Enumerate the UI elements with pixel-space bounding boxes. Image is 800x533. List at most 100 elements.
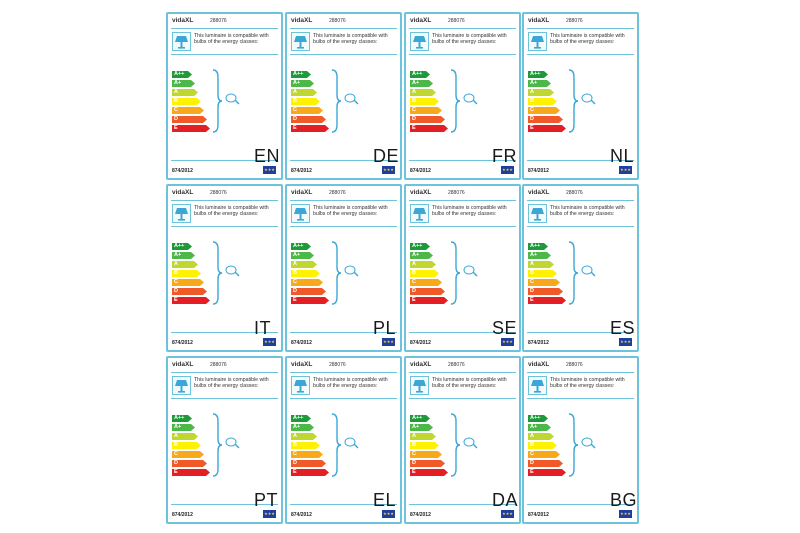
energy-class-c: C xyxy=(172,451,204,458)
energy-class-e: E xyxy=(291,125,329,132)
brace-icon xyxy=(450,413,461,477)
energy-class-a: A xyxy=(528,261,554,268)
lamp-icon xyxy=(410,204,429,223)
energy-class-e: E xyxy=(410,125,448,132)
bulb-icon xyxy=(463,437,478,449)
energy-class-b: B xyxy=(172,270,201,277)
lamp-icon xyxy=(172,204,191,223)
energy-class-app: A++ xyxy=(172,243,192,250)
divider xyxy=(171,160,278,161)
energy-class-scale: A++ A+ A B C D E xyxy=(172,14,212,134)
eu-flag-icon: ★★★ xyxy=(501,166,514,174)
compatibility-text: This luminaire is compatible with bulbs … xyxy=(313,33,388,46)
model-number: 288076 xyxy=(210,362,227,368)
regulation-number: 874/2012 xyxy=(528,512,549,518)
brace-icon xyxy=(568,413,579,477)
energy-class-scale: A++ A+ A B C D E xyxy=(410,14,450,134)
energy-label-card: vidaXL 288076 This luminaire is compatib… xyxy=(522,356,639,524)
eu-flag-icon: ★★★ xyxy=(501,510,514,518)
lamp-icon xyxy=(528,204,547,223)
divider xyxy=(171,398,278,399)
lamp-icon xyxy=(528,32,547,51)
divider xyxy=(290,54,397,55)
regulation-number: 874/2012 xyxy=(291,168,312,174)
energy-class-b: B xyxy=(291,98,320,105)
divider xyxy=(527,372,634,373)
energy-class-ap: A+ xyxy=(172,252,195,259)
energy-class-scale: A++ A+ A B C D E xyxy=(291,14,331,134)
divider xyxy=(527,54,634,55)
energy-class-ap: A+ xyxy=(291,80,314,87)
lamp-icon xyxy=(291,32,310,51)
brace-icon xyxy=(568,69,579,133)
language-code: PT xyxy=(254,490,279,510)
brand-name: vidaXL xyxy=(410,17,432,24)
energy-class-d: D xyxy=(291,460,326,467)
compatibility-text: This luminaire is compatible with bulbs … xyxy=(194,377,269,390)
divider xyxy=(527,28,634,29)
energy-class-e: E xyxy=(172,297,210,304)
energy-class-scale: A++ A+ A B C D E xyxy=(410,358,450,478)
energy-class-d: D xyxy=(410,116,445,123)
energy-label-card: vidaXL 288076 This luminaire is compatib… xyxy=(522,184,639,352)
energy-class-e: E xyxy=(172,125,210,132)
energy-class-a: A xyxy=(410,89,436,96)
model-number: 288076 xyxy=(566,190,583,196)
divider xyxy=(409,398,516,399)
energy-class-a: A xyxy=(410,261,436,268)
energy-class-a: A xyxy=(291,89,317,96)
energy-label-card: vidaXL 288076 This luminaire is compatib… xyxy=(285,184,402,352)
energy-class-e: E xyxy=(172,469,210,476)
language-code: ES xyxy=(610,318,636,338)
energy-class-c: C xyxy=(410,279,442,286)
energy-class-a: A xyxy=(291,433,317,440)
divider xyxy=(409,372,516,373)
energy-class-ap: A+ xyxy=(410,424,433,431)
energy-class-app: A++ xyxy=(410,415,430,422)
energy-class-e: E xyxy=(291,297,329,304)
eu-flag-icon: ★★★ xyxy=(382,510,395,518)
energy-class-b: B xyxy=(528,98,557,105)
regulation-number: 874/2012 xyxy=(172,340,193,346)
energy-class-ap: A+ xyxy=(172,80,195,87)
energy-label-card: vidaXL 288076 This luminaire is compatib… xyxy=(285,356,402,524)
energy-class-scale: A++ A+ A B C D E xyxy=(172,186,212,306)
energy-class-d: D xyxy=(172,460,207,467)
lamp-icon xyxy=(410,376,429,395)
energy-class-d: D xyxy=(528,116,563,123)
brand-name: vidaXL xyxy=(172,361,194,368)
energy-class-a: A xyxy=(291,261,317,268)
energy-class-app: A++ xyxy=(291,243,311,250)
divider xyxy=(409,504,516,505)
energy-class-c: C xyxy=(172,107,204,114)
regulation-number: 874/2012 xyxy=(172,512,193,518)
divider xyxy=(171,372,278,373)
bulb-icon xyxy=(581,93,596,105)
energy-label-card: vidaXL 288076 This luminaire is compatib… xyxy=(285,12,402,180)
energy-class-app: A++ xyxy=(410,243,430,250)
language-code: IT xyxy=(254,318,271,338)
energy-class-e: E xyxy=(410,469,448,476)
divider xyxy=(290,160,397,161)
energy-class-ap: A+ xyxy=(528,252,551,259)
compatibility-text: This luminaire is compatible with bulbs … xyxy=(550,33,625,46)
bulb-icon xyxy=(581,265,596,277)
language-code: EL xyxy=(373,490,397,510)
lamp-icon xyxy=(410,32,429,51)
energy-class-app: A++ xyxy=(291,71,311,78)
divider xyxy=(409,28,516,29)
energy-class-a: A xyxy=(172,433,198,440)
eu-flag-icon: ★★★ xyxy=(501,338,514,346)
energy-class-a: A xyxy=(410,433,436,440)
regulation-number: 874/2012 xyxy=(291,512,312,518)
energy-class-ap: A+ xyxy=(410,252,433,259)
energy-class-d: D xyxy=(410,288,445,295)
energy-label-card: vidaXL 288076 This luminaire is compatib… xyxy=(404,12,521,180)
energy-class-b: B xyxy=(410,442,439,449)
regulation-number: 874/2012 xyxy=(410,340,431,346)
energy-class-b: B xyxy=(410,98,439,105)
language-code: PL xyxy=(373,318,397,338)
energy-class-app: A++ xyxy=(291,415,311,422)
bulb-icon xyxy=(225,265,240,277)
brace-icon xyxy=(212,241,223,305)
